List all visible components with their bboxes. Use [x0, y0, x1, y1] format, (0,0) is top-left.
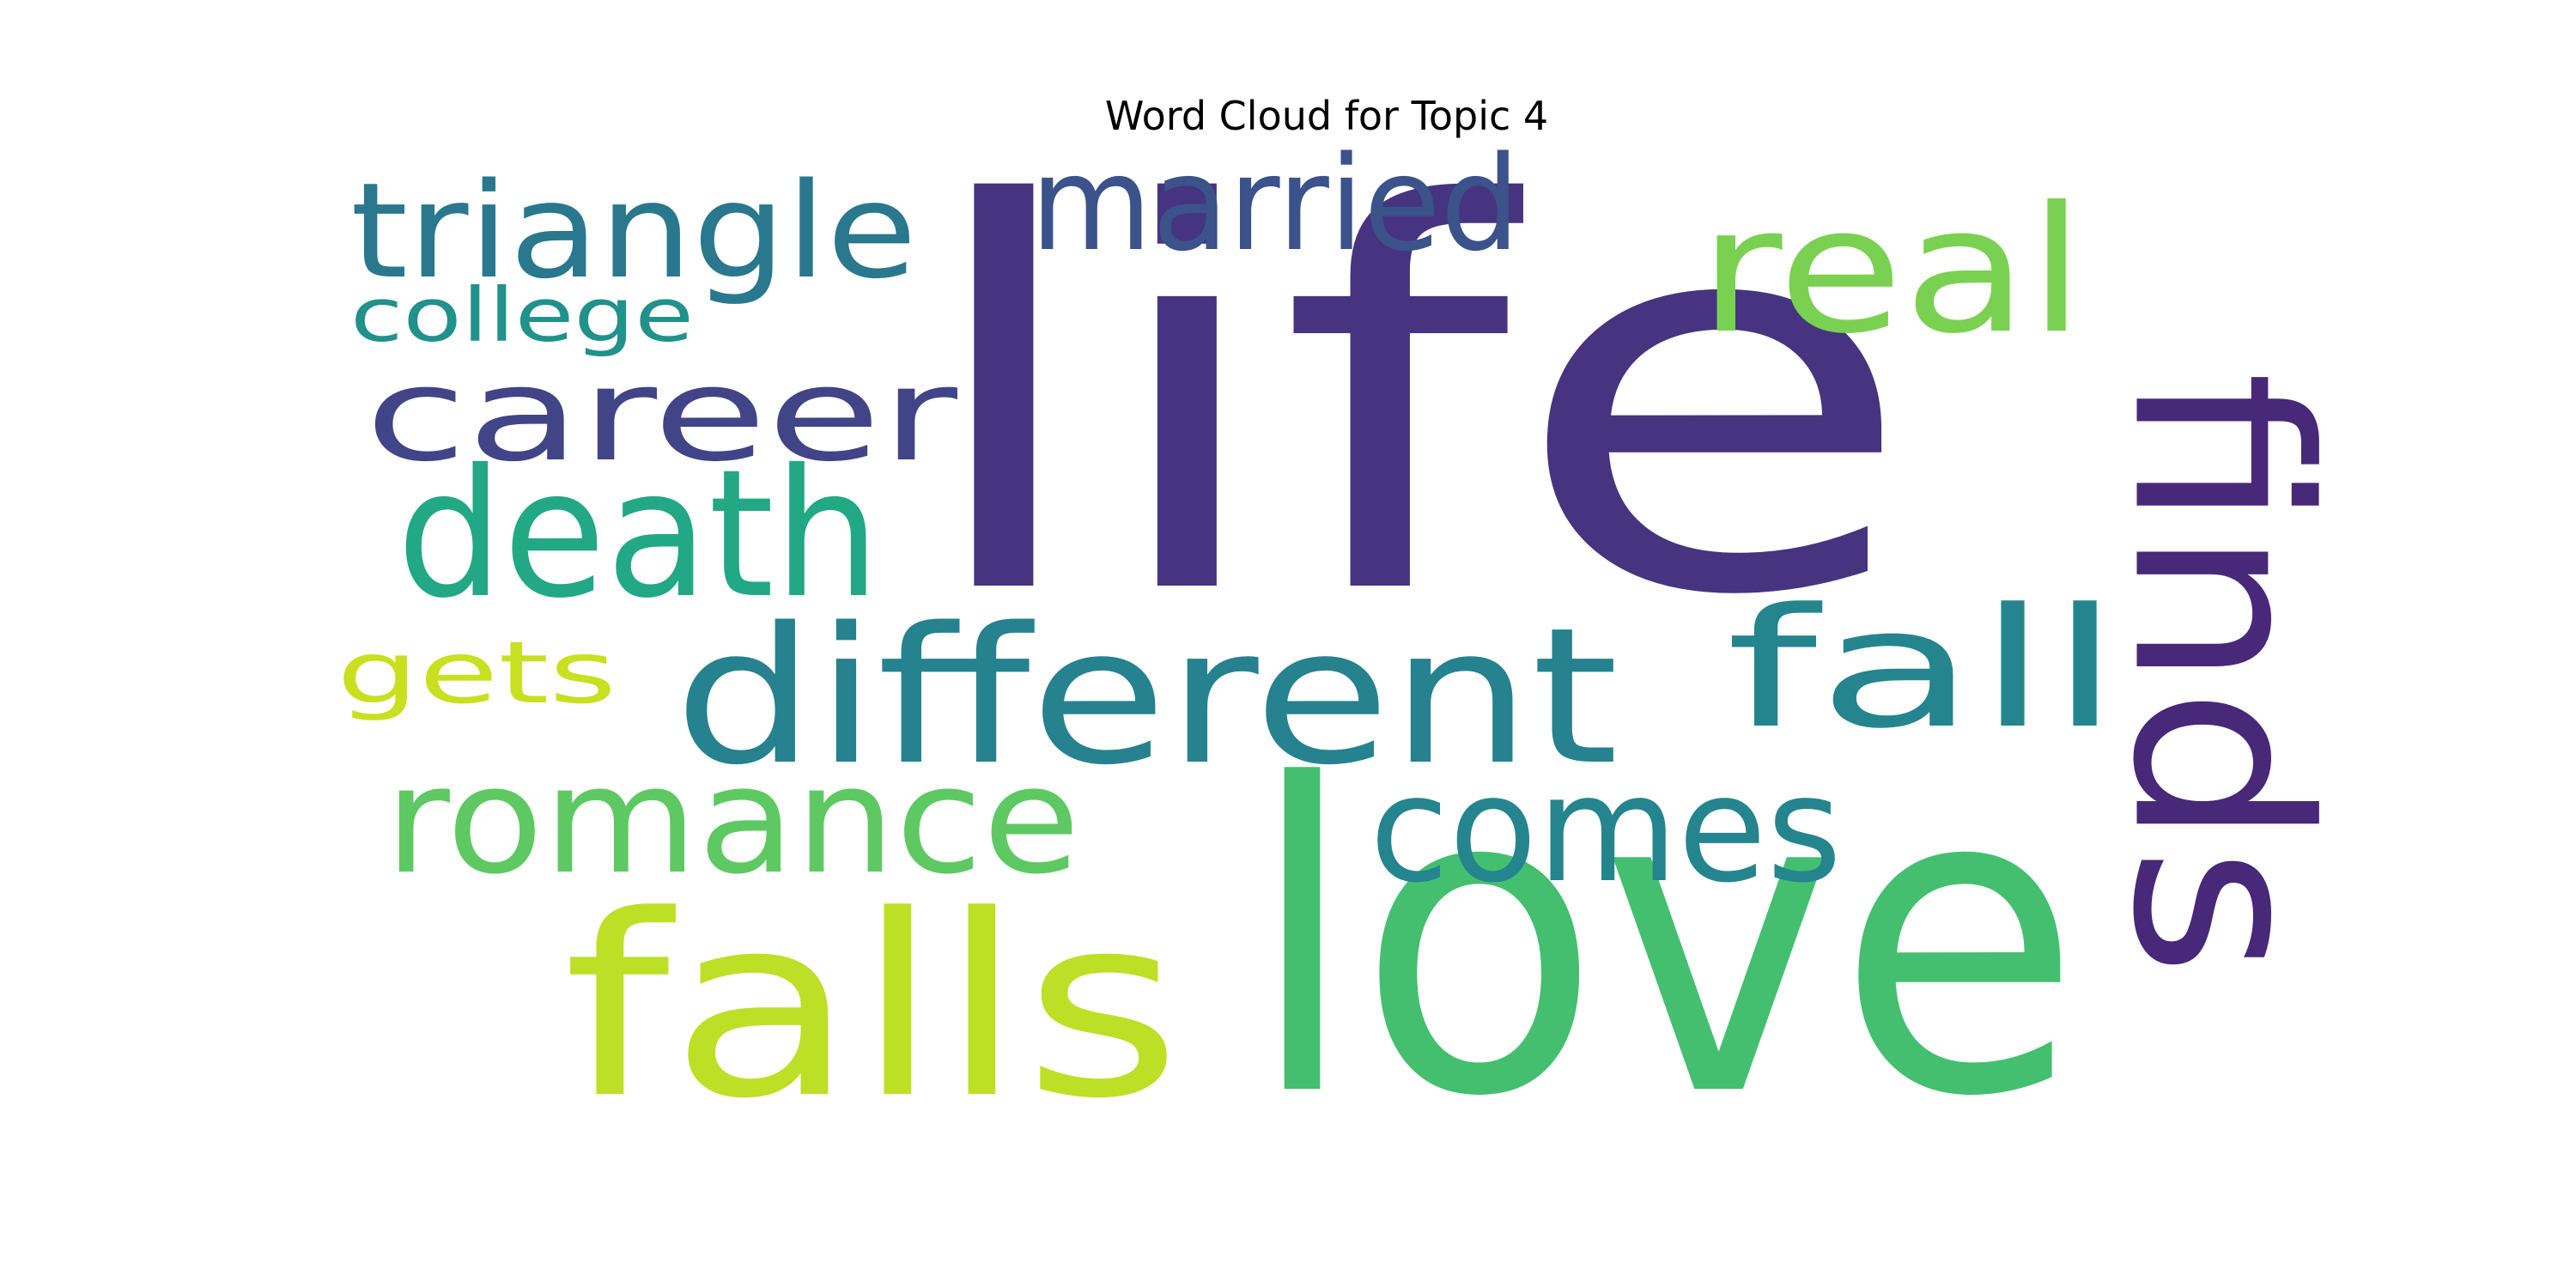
- word-college: college: [350, 273, 694, 359]
- chart-title: Word Cloud for Topic 4: [1104, 93, 1549, 139]
- word-triangle: triangle: [350, 155, 917, 308]
- word-death: death: [397, 432, 880, 637]
- word-life: life: [912, 95, 1917, 711]
- word-married: married: [1030, 128, 1520, 280]
- word-love: love: [1247, 696, 2081, 1189]
- word-different: different: [674, 587, 1619, 806]
- word-falls: falls: [563, 861, 1182, 1153]
- word-fall: fall: [1726, 574, 2121, 765]
- word-career: career: [365, 339, 957, 490]
- word-romance: romance: [385, 734, 1080, 907]
- word-real: real: [1698, 169, 2085, 372]
- word-comes: comes: [1370, 744, 1842, 915]
- word-finds: finds: [2081, 372, 2360, 977]
- word-gets: gets: [337, 623, 617, 723]
